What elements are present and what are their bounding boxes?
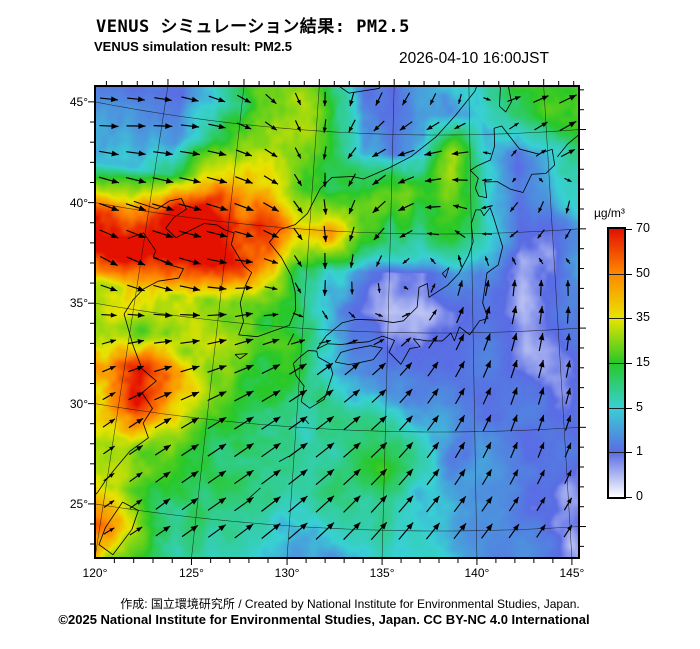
x-axis-label-145: 145° (559, 566, 585, 580)
colorbar-tick-label-35: 35 (636, 310, 650, 325)
x-axis-label-120: 120° (82, 566, 108, 580)
x-axis-label-140: 140° (464, 566, 490, 580)
credit-line: 作成: 国立環境研究所 / Created by National Instit… (120, 597, 580, 611)
x-axis-label-135: 135° (369, 566, 395, 580)
colorbar-tick-stub (624, 229, 632, 230)
colorbar-tick-stub (624, 497, 632, 498)
colorbar-tick-label-70: 70 (636, 221, 650, 235)
y-axis-label-35: 35° (69, 296, 88, 311)
y-axis-label-30: 30° (69, 396, 88, 411)
valid-time-label: 2026-04-10 16:00JST (399, 50, 549, 67)
colorbar-tick-line (609, 363, 624, 364)
colorbar-tick-stub (624, 363, 632, 364)
page-title-japanese: VENUS シミュレーション結果: PM2.5 (96, 17, 410, 37)
colorbar-tick-line (609, 407, 624, 409)
colorbar-tick-stub (624, 452, 632, 454)
colorbar-tick-label-50: 50 (636, 265, 650, 280)
license-line: ©2025 National Institute for Environment… (58, 612, 590, 627)
colorbar-tick-label-1: 1 (636, 444, 643, 459)
colorbar-tick-stub (624, 273, 632, 275)
y-axis-label-25: 25° (69, 496, 88, 511)
y-axis-label-45: 45° (69, 94, 88, 109)
page-title-english: VENUS simulation result: PM2.5 (94, 39, 292, 54)
y-axis-label-40: 40° (69, 195, 88, 210)
colorbar-tick-label-5: 5 (636, 399, 643, 414)
colorbar-tick-label-0: 0 (636, 489, 643, 503)
colorbar-tick-stub (624, 407, 632, 409)
colorbar-unit-label: µg/m³ (594, 206, 625, 220)
colorbar-tick-line (609, 318, 624, 320)
colorbar-tick-line (609, 273, 624, 275)
colorbar-tick-label-15: 15 (636, 355, 650, 369)
colorbar-tick-stub (624, 318, 632, 320)
x-axis-label-125: 125° (179, 566, 204, 580)
x-axis-label-130: 130° (274, 566, 300, 580)
colorbar-tick-line (609, 452, 624, 454)
